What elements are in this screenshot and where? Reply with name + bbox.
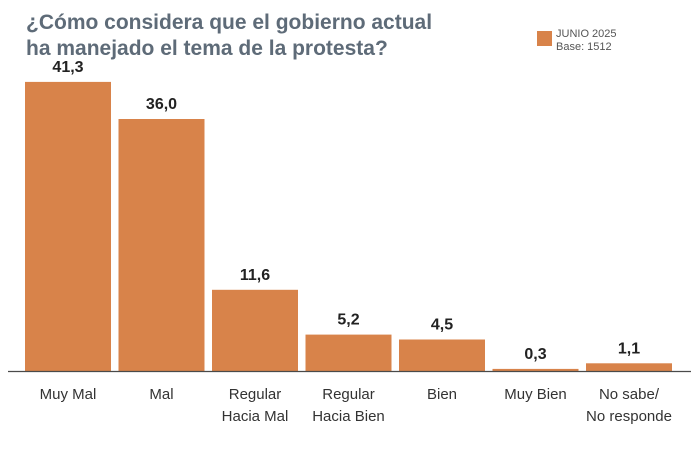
category-label: Muy Mal <box>40 386 97 403</box>
category-label: No responde <box>586 408 672 425</box>
category-label: Hacia Bien <box>312 408 385 425</box>
bar <box>586 363 672 371</box>
bar <box>118 119 205 371</box>
bar <box>492 368 579 371</box>
legend-base-label: Base: 1512 <box>556 41 612 53</box>
data-label: 36,0 <box>146 96 177 113</box>
bar <box>212 289 298 371</box>
data-label: 41,3 <box>52 59 83 76</box>
category-label: Regular <box>229 386 282 403</box>
category-label: No sabe/ <box>599 386 660 403</box>
legend-swatch <box>537 31 552 46</box>
chart-title-line: ha manejado el tema de la protesta? <box>26 37 388 60</box>
data-label: 1,1 <box>618 340 640 357</box>
data-label: 0,3 <box>524 346 546 363</box>
chart-title: ¿Cómo considera que el gobierno actual h… <box>26 10 486 62</box>
data-label: 11,6 <box>240 267 270 284</box>
data-label: 4,5 <box>431 317 453 334</box>
category-label: Hacia Mal <box>222 408 289 425</box>
bar <box>25 81 111 372</box>
bar <box>305 334 392 371</box>
category-label: Bien <box>427 386 457 403</box>
category-label: Muy Bien <box>504 386 567 403</box>
category-label: Regular <box>322 386 375 403</box>
data-label: 5,2 <box>337 312 359 329</box>
bar <box>399 339 485 371</box>
legend-series-label: JUNIO 2025 <box>556 28 617 40</box>
chart-title-line: ¿Cómo considera que el gobierno actual <box>26 11 433 34</box>
category-label: Mal <box>149 386 173 403</box>
